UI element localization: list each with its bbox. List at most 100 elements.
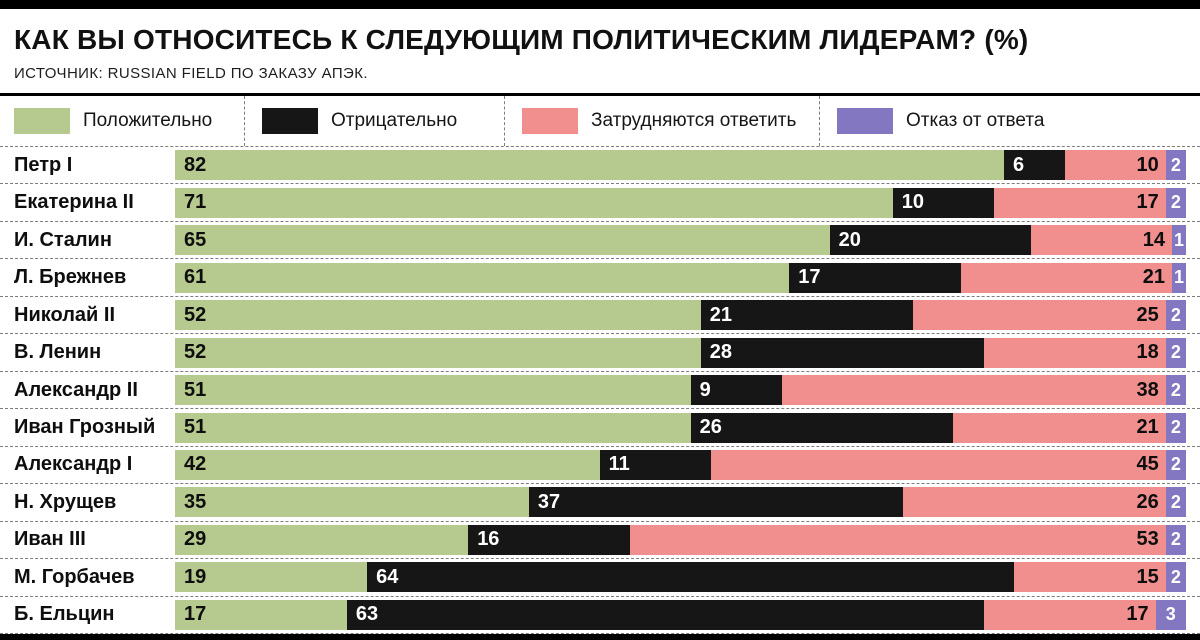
value-refused: 2 [1170, 529, 1181, 550]
value-undecided: 15 [1136, 565, 1159, 588]
bar-segment-negative: 37 [528, 487, 903, 518]
bar-segment-refused: 2 [1165, 449, 1186, 480]
bar-segment-positive: 52 [175, 337, 701, 368]
bar-segment-negative: 26 [690, 412, 954, 443]
leader-name: И. Сталин [14, 228, 112, 251]
stacked-bar: 65 20 14 1 [175, 225, 1186, 256]
bar-segment-undecided: 21 [953, 412, 1166, 443]
bar-segment-refused: 2 [1165, 187, 1186, 218]
bar-segment-negative: 6 [1004, 150, 1065, 181]
bottom-black-bar [0, 634, 1200, 640]
stacked-bar: 52 21 25 2 [175, 300, 1186, 331]
table-row: Александр I 42 11 45 2 [0, 447, 1200, 485]
value-positive: 52 [184, 341, 207, 364]
bar-segment-positive: 35 [175, 487, 529, 518]
bar-segment-positive: 65 [175, 225, 830, 256]
value-refused: 1 [1173, 267, 1184, 288]
leader-name: Л. Брежнев [14, 266, 127, 289]
leader-name: Александр I [14, 453, 133, 476]
value-negative: 11 [608, 453, 630, 476]
bar-segment-undecided: 17 [993, 187, 1166, 218]
chart-header: КАК ВЫ ОТНОСИТЕСЬ К СЛЕДУЮЩИМ ПОЛИТИЧЕСК… [0, 9, 1200, 96]
value-refused: 2 [1170, 154, 1181, 175]
value-refused: 2 [1170, 491, 1181, 512]
value-refused: 2 [1170, 417, 1181, 438]
legend-label: Отрицательно [331, 110, 458, 131]
value-positive: 71 [184, 191, 207, 214]
bar-segment-refused: 2 [1165, 487, 1186, 518]
leader-name: Б. Ельцин [14, 603, 115, 626]
value-refused: 1 [1173, 229, 1184, 250]
value-negative: 63 [355, 603, 379, 626]
value-refused: 2 [1170, 304, 1181, 325]
stacked-bar: 52 28 18 2 [175, 337, 1186, 368]
value-negative: 21 [709, 303, 732, 326]
bar-segment-negative: 9 [690, 375, 782, 406]
legend-swatch [14, 108, 70, 134]
bar-segment-negative: 63 [346, 599, 984, 630]
value-undecided: 18 [1136, 341, 1159, 364]
bar-segment-positive: 51 [175, 375, 691, 406]
value-undecided: 26 [1136, 490, 1159, 513]
value-negative: 20 [838, 228, 861, 251]
table-row: Б. Ельцин 17 63 17 3 [0, 597, 1200, 635]
value-undecided: 14 [1142, 228, 1165, 251]
bar-segment-negative: 10 [892, 187, 994, 218]
leader-name: Екатерина II [14, 191, 134, 214]
bar-segment-positive: 71 [175, 187, 893, 218]
legend-item: Положительно [14, 96, 245, 146]
bar-segment-undecided: 26 [902, 487, 1166, 518]
bar-segment-negative: 21 [700, 300, 914, 331]
bar-segment-undecided: 53 [629, 524, 1166, 555]
bar-segment-refused: 2 [1165, 300, 1186, 331]
value-undecided: 25 [1136, 303, 1159, 326]
value-positive: 82 [184, 153, 207, 176]
bar-segment-negative: 16 [468, 524, 630, 555]
legend: Положительно Отрицательно Затрудняются о… [0, 96, 1200, 146]
chart-rows: Петр I 82 6 10 2 Екатерина II 71 10 17 2… [0, 146, 1200, 635]
bar-segment-positive: 51 [175, 412, 691, 443]
legend-label: Положительно [83, 110, 213, 131]
value-refused: 2 [1170, 454, 1181, 475]
bar-segment-refused: 2 [1165, 562, 1186, 593]
value-negative: 17 [798, 266, 821, 289]
bar-segment-refused: 2 [1165, 524, 1186, 555]
bar-segment-undecided: 45 [710, 449, 1166, 480]
bar-segment-refused: 2 [1165, 337, 1186, 368]
stacked-bar: 82 6 10 2 [175, 150, 1186, 181]
bar-segment-undecided: 17 [983, 599, 1156, 630]
bar-segment-refused: 2 [1165, 412, 1186, 443]
bar-segment-undecided: 15 [1014, 562, 1166, 593]
bar-segment-refused: 2 [1165, 375, 1186, 406]
legend-label: Отказ от ответа [906, 110, 1045, 131]
table-row: Иван III 29 16 53 2 [0, 522, 1200, 560]
value-negative: 9 [699, 378, 711, 401]
value-undecided: 17 [1126, 603, 1149, 626]
bar-segment-positive: 29 [175, 524, 469, 555]
stacked-bar: 29 16 53 2 [175, 524, 1186, 555]
value-undecided: 21 [1136, 416, 1159, 439]
value-refused: 2 [1170, 379, 1181, 400]
bar-segment-undecided: 10 [1064, 150, 1166, 181]
table-row: И. Сталин 65 20 14 1 [0, 222, 1200, 260]
value-undecided: 53 [1136, 528, 1159, 551]
value-undecided: 10 [1136, 153, 1159, 176]
page-title: КАК ВЫ ОТНОСИТЕСЬ К СЛЕДУЮЩИМ ПОЛИТИЧЕСК… [14, 24, 1029, 55]
legend-label: Затрудняются ответить [591, 110, 797, 131]
bar-segment-refused: 3 [1155, 599, 1186, 630]
table-row: Александр II 51 9 38 2 [0, 372, 1200, 410]
value-positive: 65 [184, 228, 207, 251]
value-positive: 19 [184, 565, 207, 588]
value-negative: 28 [709, 341, 732, 364]
value-undecided: 38 [1136, 378, 1159, 401]
value-negative: 6 [1013, 153, 1025, 176]
table-row: Л. Брежнев 61 17 21 1 [0, 259, 1200, 297]
legend-swatch [262, 108, 318, 134]
bar-segment-negative: 64 [367, 562, 1015, 593]
bar-segment-negative: 11 [599, 449, 711, 480]
stacked-bar: 19 64 15 2 [175, 562, 1186, 593]
table-row: Николай II 52 21 25 2 [0, 297, 1200, 335]
table-row: Иван Грозный 51 26 21 2 [0, 409, 1200, 447]
bar-segment-negative: 28 [700, 337, 984, 368]
value-positive: 51 [184, 378, 207, 401]
